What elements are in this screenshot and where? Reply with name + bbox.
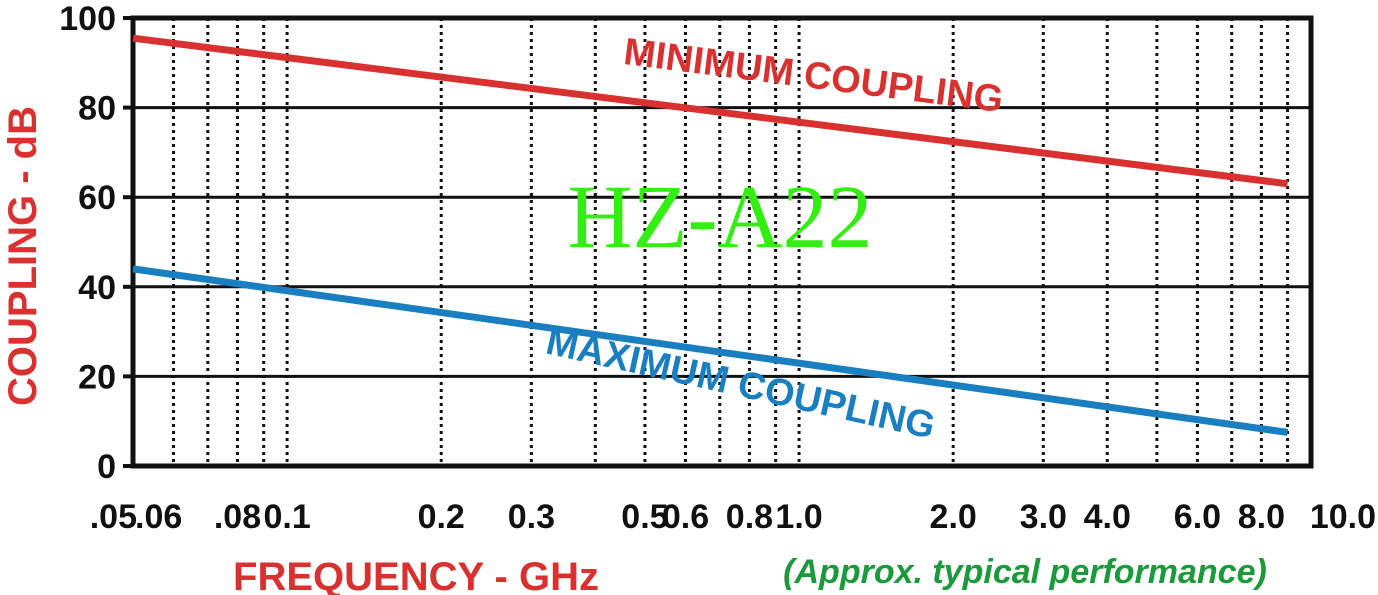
x-tick-label: 10.0 [1310,498,1376,536]
series-label-maximum: MAXIMUM COUPLING [542,321,939,448]
plot-frame [130,15,1314,469]
x-tick-label: 0.6 [662,498,709,536]
x-tick-label: .06 [135,498,182,536]
x-tick-label: .08 [214,498,261,536]
x-tick-label: 0.8 [726,498,773,536]
y-tick-label: 80 [78,90,116,128]
x-tick-label: 8.0 [1238,498,1285,536]
x-tick-label: 2.0 [930,498,977,536]
y-tick-label: 20 [78,358,116,396]
x-tick-labels: .05.06 .08 0.1 0.2 0.3 0.50.6 0.8 1.0 2.0 3.0 4.0 6… [90,498,1376,536]
y-tick-labels: 0 20 40 60 80 100 [59,0,133,486]
x-tick-label: 1.0 [775,498,822,536]
series-lines [132,34,1289,436]
x-tick-label: 0.1 [263,498,310,536]
y-tick-label: 60 [78,179,116,217]
performance-note: (Approx. typical performance) [783,553,1267,591]
x-tick-label: 3.0 [1020,498,1067,536]
series-line-maximum [132,265,1289,436]
model-name: HZ-A22 [568,168,873,267]
y-axis-title: COUPLING - dB [1,106,45,406]
y-tick-label: 40 [78,269,116,307]
x-tick-label: 6.0 [1174,498,1221,536]
y-tick-label: 0 [97,448,116,486]
x-tick-label: 0.2 [418,498,465,536]
x-tick-label: 0.5 [621,498,668,536]
x-axis-title: FREQUENCY - GHz [233,555,599,595]
series-line-minimum [132,34,1289,188]
x-tick-label: .05 [90,498,137,536]
x-tick-label: 4.0 [1084,498,1131,536]
major-gridlines [133,106,1311,378]
minor-gridlines [172,18,1290,466]
y-tick-label: 100 [59,0,116,38]
x-tick-label: 0.3 [508,498,555,536]
